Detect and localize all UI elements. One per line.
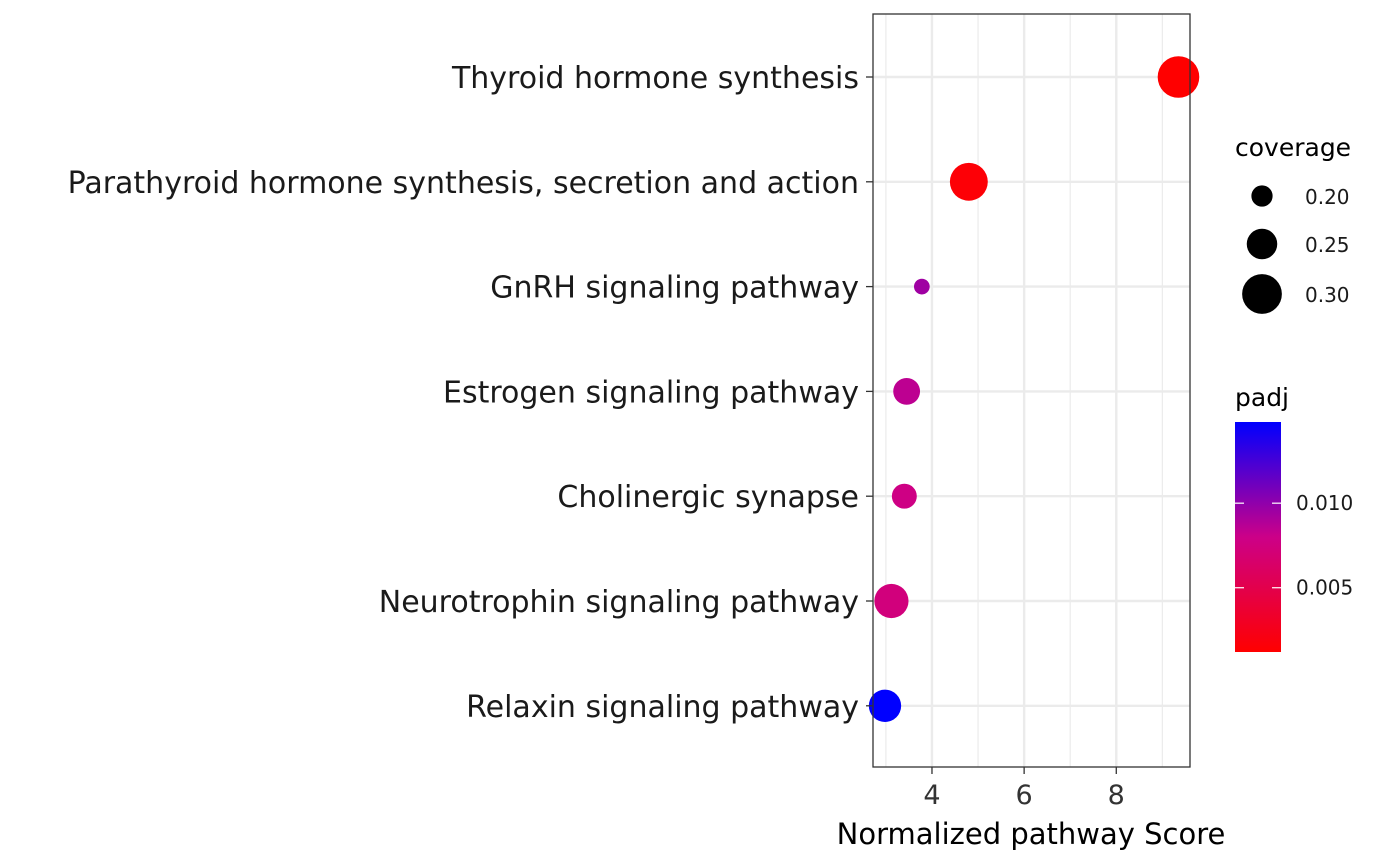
data-point xyxy=(874,583,909,619)
color-legend: padj 0.010 0.005 xyxy=(1235,383,1353,652)
color-legend-title: padj xyxy=(1235,383,1289,412)
size-legend-label: 0.25 xyxy=(1305,233,1350,257)
data-point xyxy=(868,689,902,722)
y-tick-label: Relaxin signaling pathway xyxy=(466,690,859,725)
x-axis-title: Normalized pathway Score xyxy=(837,817,1226,851)
size-legend: coverage 0.20 0.25 0.30 xyxy=(1235,133,1351,314)
x-tick-label: 6 xyxy=(1016,780,1033,811)
color-legend-label: 0.010 xyxy=(1296,491,1353,515)
data-point xyxy=(891,483,917,509)
size-legend-key xyxy=(1251,185,1273,207)
y-tick-label: Thyroid hormone synthesis xyxy=(451,61,859,96)
points-layer xyxy=(868,56,1200,722)
x-axis: 4 6 8 xyxy=(923,767,1125,811)
y-tick-label: Cholinergic synapse xyxy=(557,480,859,515)
data-point xyxy=(913,278,930,295)
size-legend-label: 0.20 xyxy=(1305,185,1350,209)
size-legend-label: 0.30 xyxy=(1305,283,1350,307)
x-tick-label: 4 xyxy=(923,780,940,811)
size-legend-title: coverage xyxy=(1235,133,1351,162)
y-axis: Thyroid hormone synthesis Parathyroid hor… xyxy=(68,61,873,725)
size-legend-key xyxy=(1246,228,1278,260)
data-point xyxy=(893,378,921,405)
y-tick-label: GnRH signaling pathway xyxy=(490,271,859,306)
color-legend-label: 0.005 xyxy=(1296,576,1353,600)
size-legend-key xyxy=(1242,274,1282,314)
data-point xyxy=(1157,56,1200,98)
plot-panel-border xyxy=(872,13,1191,768)
y-tick-label: Neurotrophin signaling pathway xyxy=(379,585,859,620)
y-tick-label: Parathyroid hormone synthesis, secretion… xyxy=(68,166,859,201)
color-legend-colorbar xyxy=(1235,422,1281,652)
data-point xyxy=(949,162,988,201)
grid-layer xyxy=(873,14,1190,767)
y-tick-label: Estrogen signaling pathway xyxy=(443,375,859,410)
x-tick-label: 8 xyxy=(1108,780,1125,811)
